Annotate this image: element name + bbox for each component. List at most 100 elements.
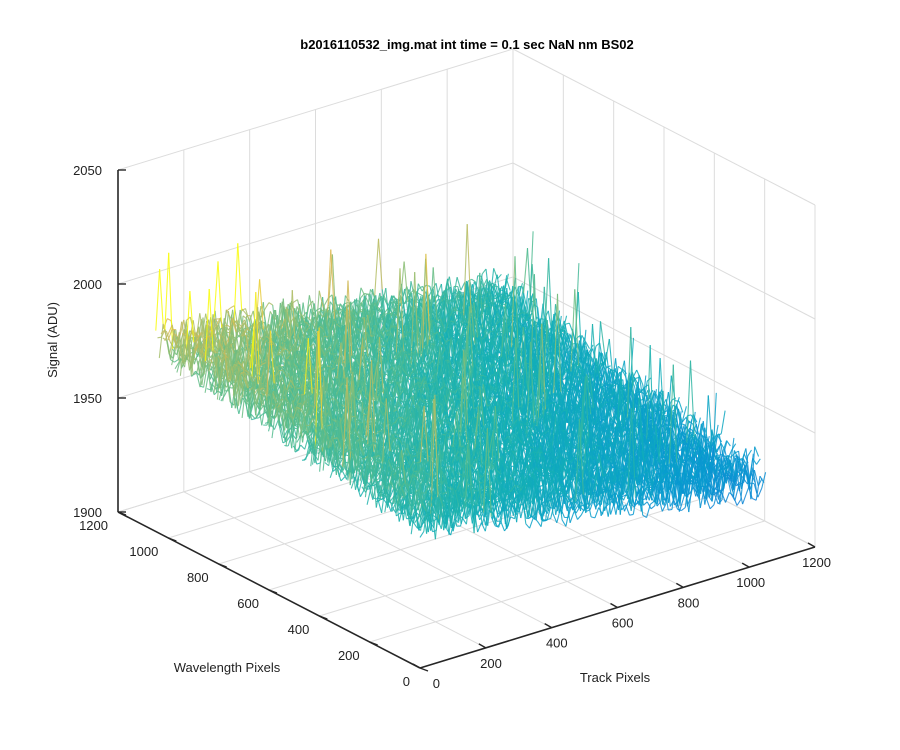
surface-segment	[159, 269, 164, 329]
surface-segment	[325, 318, 331, 334]
surface-segment	[174, 332, 180, 350]
surface-segment	[171, 349, 176, 366]
surface-segment	[278, 369, 283, 372]
surface-segment	[158, 323, 164, 359]
surface-segment	[257, 311, 263, 330]
surface-segment	[299, 326, 305, 338]
surface-segment	[193, 342, 199, 356]
surface-segment	[376, 296, 382, 305]
surface-segment	[460, 312, 466, 325]
surface-segment	[181, 330, 187, 363]
surface-segment	[249, 323, 255, 328]
surface-segment	[418, 352, 423, 355]
surface-segment	[360, 293, 366, 299]
surface-segment	[453, 306, 458, 309]
surface-segment	[409, 288, 415, 295]
surface-segment	[453, 309, 458, 311]
surface-segment	[243, 322, 249, 330]
surface-segment	[387, 308, 392, 317]
surface-segment	[217, 261, 223, 329]
surface-segment	[264, 302, 270, 310]
surface-segment	[353, 310, 358, 316]
surface-segment	[374, 302, 380, 311]
surface-segment	[174, 361, 180, 370]
surface-segment	[215, 318, 221, 328]
surface-segment	[169, 341, 175, 349]
surface-segment	[310, 320, 316, 328]
side-wall-grid-line	[512, 276, 816, 434]
surface-segment	[293, 316, 299, 328]
surface-segment	[379, 313, 385, 319]
surface-segment	[280, 318, 286, 330]
surface-segment	[189, 291, 195, 343]
surface-segment	[336, 323, 341, 328]
surface-segment	[274, 330, 280, 338]
surface-segment	[200, 339, 206, 356]
surface-segment	[518, 296, 524, 323]
surface-segment	[485, 290, 490, 315]
surface-segment	[330, 249, 336, 321]
surface-segment	[453, 295, 458, 302]
surface-segment	[306, 316, 312, 321]
surface-segment	[300, 314, 306, 324]
surface-segment	[261, 336, 267, 359]
surface-segment	[441, 296, 446, 302]
surface-segment	[239, 319, 245, 329]
surface-segment	[284, 318, 290, 342]
surface-segment	[355, 305, 361, 321]
surface-segment	[160, 329, 166, 335]
surface-segment	[565, 322, 570, 325]
surface-segment	[339, 311, 345, 326]
surface-segment	[241, 334, 246, 337]
surface-segment	[377, 238, 383, 290]
surface-segment	[293, 299, 298, 303]
surface-segment	[350, 311, 356, 329]
surface-segment	[432, 267, 438, 323]
surface-segment	[231, 318, 237, 333]
surface-segment	[195, 371, 201, 388]
surface-segment	[340, 305, 346, 315]
surface-segment	[393, 325, 398, 328]
surface-segment	[324, 335, 329, 338]
surface-segment	[490, 302, 496, 309]
surface-segment	[244, 308, 250, 322]
surface-segment	[274, 323, 280, 330]
surface-segment	[168, 252, 174, 350]
surface-segment	[395, 338, 400, 341]
surface-segment	[172, 338, 178, 348]
surface-segment	[233, 243, 239, 324]
surface-segment	[225, 309, 231, 318]
surface-segment	[197, 331, 202, 340]
surface-segment	[466, 224, 472, 313]
surface-segment	[157, 336, 162, 339]
surface-segment	[332, 309, 337, 313]
surface-segment	[296, 299, 302, 316]
surface-segment	[186, 344, 192, 369]
surface-segment	[474, 291, 479, 295]
surface-segment	[334, 319, 340, 339]
surface-segment	[430, 305, 436, 319]
surface-segment	[462, 299, 468, 307]
surface-segment	[449, 308, 455, 317]
surface-segment	[185, 291, 191, 356]
surface-segment	[471, 278, 476, 283]
surface-segment	[174, 359, 179, 363]
surface-segment	[213, 261, 219, 318]
surface-segment	[162, 337, 167, 341]
surface-segment	[391, 295, 396, 299]
surface-segment	[521, 286, 527, 305]
surface-segment	[246, 328, 252, 332]
surface-segment	[436, 283, 442, 295]
surface-segment	[308, 318, 314, 336]
surface-segment	[368, 304, 374, 318]
surface-segment	[419, 293, 424, 297]
surface-segment	[392, 299, 398, 342]
surface-segment	[302, 311, 307, 318]
surface-segment	[369, 311, 375, 324]
surface-segment	[481, 268, 487, 275]
surface-segment	[169, 333, 175, 354]
surface-mesh	[155, 224, 767, 540]
surface-segment	[414, 300, 419, 304]
surface-segment	[248, 310, 254, 322]
